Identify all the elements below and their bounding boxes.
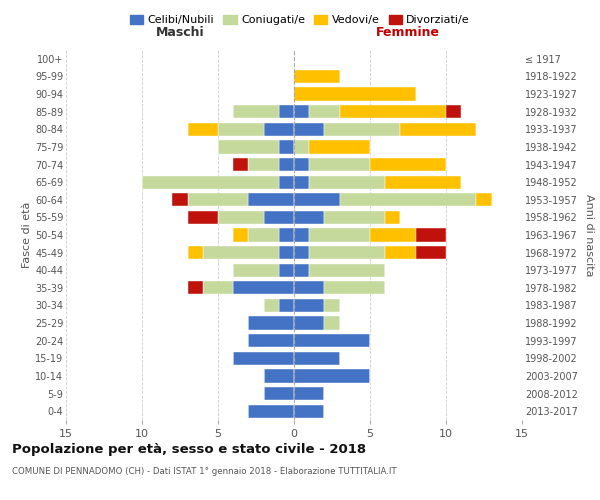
Bar [263, 122, 294, 136]
Bar [325, 316, 340, 330]
Bar [233, 352, 294, 365]
Bar [309, 176, 385, 188]
Text: COMUNE DI PENNADOMO (CH) - Dati ISTAT 1° gennaio 2018 - Elaborazione TUTTITALIA.: COMUNE DI PENNADOMO (CH) - Dati ISTAT 1°… [12, 468, 397, 476]
Bar [309, 140, 370, 153]
Bar [142, 176, 279, 188]
Bar [325, 299, 340, 312]
Bar [325, 211, 385, 224]
Bar [294, 122, 325, 136]
Bar [400, 122, 476, 136]
Bar [188, 122, 218, 136]
Bar [385, 246, 416, 259]
Bar [325, 122, 400, 136]
Y-axis label: Fasce di età: Fasce di età [22, 202, 32, 268]
Bar [279, 158, 294, 171]
Bar [248, 316, 294, 330]
Bar [218, 140, 279, 153]
Bar [218, 122, 263, 136]
Bar [203, 281, 233, 294]
Bar [188, 281, 203, 294]
Bar [279, 299, 294, 312]
Bar [294, 211, 325, 224]
Bar [248, 334, 294, 347]
Bar [279, 228, 294, 241]
Bar [385, 176, 461, 188]
Bar [294, 88, 416, 101]
Bar [218, 211, 263, 224]
Bar [309, 105, 340, 118]
Bar [416, 246, 446, 259]
Bar [340, 105, 446, 118]
Bar [188, 193, 248, 206]
Bar [309, 246, 385, 259]
Bar [248, 404, 294, 418]
Bar [294, 370, 370, 382]
Bar [309, 264, 385, 277]
Text: Popolazione per età, sesso e stato civile - 2018: Popolazione per età, sesso e stato civil… [12, 442, 366, 456]
Bar [370, 228, 416, 241]
Bar [294, 70, 340, 83]
Bar [233, 264, 279, 277]
Bar [279, 264, 294, 277]
Bar [233, 158, 248, 171]
Bar [233, 228, 248, 241]
Bar [294, 299, 325, 312]
Text: Femmine: Femmine [376, 26, 440, 40]
Bar [309, 158, 370, 171]
Bar [294, 404, 325, 418]
Text: Maschi: Maschi [155, 26, 205, 40]
Bar [188, 246, 203, 259]
Bar [248, 228, 279, 241]
Bar [279, 105, 294, 118]
Bar [294, 228, 309, 241]
Bar [294, 264, 309, 277]
Y-axis label: Anni di nascita: Anni di nascita [584, 194, 595, 276]
Bar [294, 193, 340, 206]
Bar [279, 246, 294, 259]
Bar [263, 370, 294, 382]
Bar [325, 281, 385, 294]
Bar [233, 105, 279, 118]
Bar [248, 158, 279, 171]
Bar [294, 176, 309, 188]
Bar [263, 387, 294, 400]
Legend: Celibi/Nubili, Coniugati/e, Vedovi/e, Divorziati/e: Celibi/Nubili, Coniugati/e, Vedovi/e, Di… [125, 10, 475, 30]
Bar [340, 193, 476, 206]
Bar [476, 193, 491, 206]
Bar [294, 281, 325, 294]
Bar [416, 228, 446, 241]
Bar [263, 211, 294, 224]
Bar [233, 281, 294, 294]
Bar [446, 105, 461, 118]
Bar [294, 316, 325, 330]
Bar [279, 140, 294, 153]
Bar [294, 246, 309, 259]
Bar [294, 158, 309, 171]
Bar [203, 246, 279, 259]
Bar [294, 352, 340, 365]
Bar [294, 334, 370, 347]
Bar [309, 228, 370, 241]
Bar [172, 193, 188, 206]
Bar [385, 211, 400, 224]
Bar [248, 193, 294, 206]
Bar [294, 105, 309, 118]
Bar [294, 387, 325, 400]
Bar [279, 176, 294, 188]
Bar [263, 299, 279, 312]
Bar [370, 158, 446, 171]
Bar [188, 211, 218, 224]
Bar [294, 140, 309, 153]
